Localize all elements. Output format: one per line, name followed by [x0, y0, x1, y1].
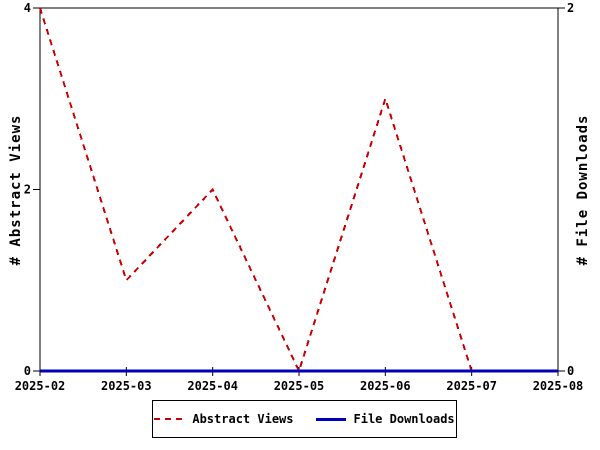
- left-axis-title: # Abstract Views: [8, 114, 24, 266]
- svg-text:4: 4: [24, 1, 31, 15]
- legend-item-file-downloads: File Downloads: [315, 412, 455, 426]
- svg-text:2025-07: 2025-07: [446, 379, 497, 393]
- svg-text:2025-02: 2025-02: [15, 379, 66, 393]
- svg-text:2025-04: 2025-04: [187, 379, 238, 393]
- right-axis-title: # File Downloads: [575, 114, 591, 266]
- svg-text:0: 0: [24, 364, 31, 378]
- file-downloads-line-sample: [315, 417, 346, 421]
- svg-text:2025-06: 2025-06: [360, 379, 411, 393]
- svg-text:0: 0: [567, 364, 574, 378]
- svg-text:2025-08: 2025-08: [533, 379, 584, 393]
- svg-text:2: 2: [24, 183, 31, 197]
- legend-label-abstract-views: Abstract Views: [192, 412, 294, 426]
- svg-text:2: 2: [567, 1, 574, 15]
- abstract-views-line-sample: [154, 418, 185, 420]
- legend-item-abstract-views: Abstract Views: [154, 412, 294, 426]
- legend-label-file-downloads: File Downloads: [353, 412, 455, 426]
- legend: Abstract Views File Downloads: [152, 400, 457, 438]
- svg-text:2025-03: 2025-03: [101, 379, 152, 393]
- svg-text:2025-05: 2025-05: [274, 379, 325, 393]
